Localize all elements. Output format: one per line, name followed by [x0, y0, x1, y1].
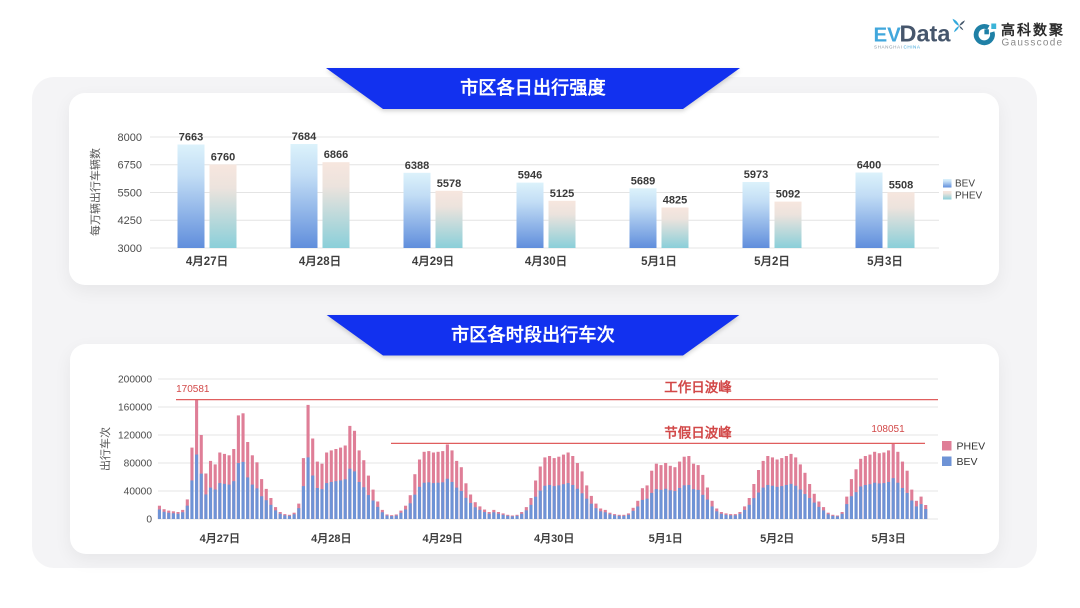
- svg-text:5092: 5092: [776, 189, 800, 201]
- svg-text:4月28日: 4月28日: [311, 532, 351, 545]
- svg-text:108051: 108051: [871, 424, 905, 435]
- svg-text:5500: 5500: [118, 187, 142, 199]
- svg-text:170581: 170581: [176, 384, 210, 395]
- svg-text:SHANGHAI: SHANGHAI: [874, 44, 902, 49]
- svg-text:5508: 5508: [889, 179, 913, 191]
- svg-text:5946: 5946: [518, 170, 542, 182]
- svg-text:4月30日: 4月30日: [525, 255, 567, 268]
- svg-text:160000: 160000: [118, 403, 152, 414]
- svg-text:5689: 5689: [631, 175, 655, 187]
- svg-text:5973: 5973: [744, 169, 768, 181]
- svg-text:5125: 5125: [550, 188, 574, 200]
- svg-text:每万辆出行车辆数: 每万辆出行车辆数: [88, 148, 102, 236]
- svg-text:3000: 3000: [118, 243, 142, 255]
- svg-text:5月3日: 5月3日: [867, 255, 903, 268]
- svg-text:120000: 120000: [118, 431, 152, 442]
- svg-text:8000: 8000: [118, 132, 142, 144]
- svg-text:PHEV: PHEV: [955, 191, 983, 202]
- svg-text:5578: 5578: [437, 178, 461, 190]
- svg-text:BEV: BEV: [955, 179, 975, 190]
- svg-text:5月1日: 5月1日: [649, 532, 683, 545]
- svg-text:Data: Data: [900, 21, 952, 47]
- svg-text:80000: 80000: [124, 459, 153, 470]
- svg-text:4月29日: 4月29日: [423, 532, 463, 545]
- svg-text:节假日波峰: 节假日波峰: [664, 425, 732, 441]
- svg-text:5月1日: 5月1日: [641, 255, 677, 268]
- svg-text:6760: 6760: [211, 152, 235, 164]
- svg-text:6866: 6866: [324, 149, 348, 161]
- svg-text:4月29日: 4月29日: [412, 255, 454, 268]
- svg-text:0: 0: [146, 515, 152, 526]
- svg-text:Gausscode: Gausscode: [1002, 38, 1064, 49]
- svg-text:5月2日: 5月2日: [754, 255, 790, 268]
- svg-text:4月28日: 4月28日: [299, 255, 341, 268]
- svg-text:PHEV: PHEV: [957, 441, 986, 453]
- svg-text:4月27日: 4月27日: [200, 532, 240, 545]
- svg-text:5月2日: 5月2日: [760, 532, 794, 545]
- svg-text:40000: 40000: [124, 487, 153, 498]
- svg-text:6388: 6388: [405, 160, 429, 172]
- svg-text:4月30日: 4月30日: [534, 532, 574, 545]
- svg-text:工作日波峰: 工作日波峰: [664, 379, 732, 395]
- svg-text:出行车次: 出行车次: [98, 427, 112, 471]
- svg-text:4月27日: 4月27日: [186, 255, 228, 268]
- svg-text:4825: 4825: [663, 195, 687, 207]
- svg-text:EV: EV: [874, 24, 902, 47]
- svg-text:高科数聚: 高科数聚: [1001, 22, 1065, 38]
- svg-text:BEV: BEV: [957, 456, 978, 468]
- svg-text:CHINA: CHINA: [904, 44, 921, 49]
- svg-text:7663: 7663: [179, 132, 203, 144]
- svg-text:6400: 6400: [857, 160, 881, 172]
- svg-text:7684: 7684: [292, 131, 317, 143]
- svg-text:4250: 4250: [118, 215, 142, 227]
- svg-text:6750: 6750: [118, 160, 142, 172]
- svg-text:5月3日: 5月3日: [871, 532, 905, 545]
- svg-text:200000: 200000: [118, 375, 152, 386]
